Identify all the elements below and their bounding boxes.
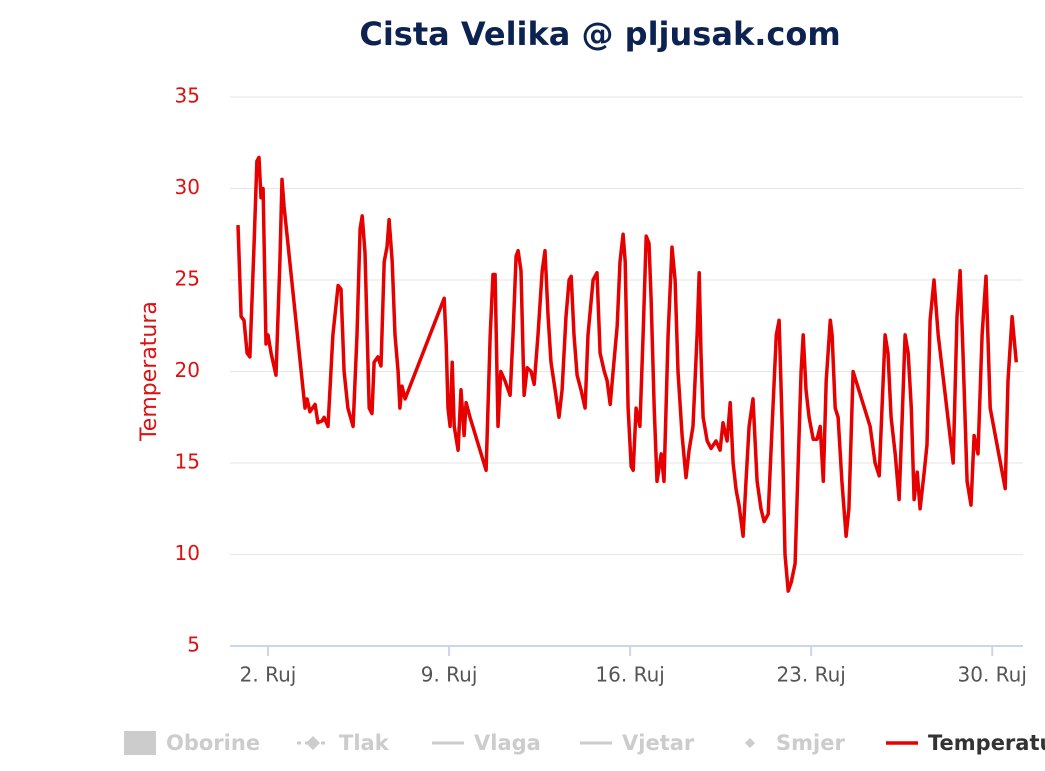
y-tick-label: 15 — [175, 450, 200, 474]
x-tick-label: 2. Ruj — [240, 663, 297, 687]
legend-icon — [124, 731, 156, 755]
y-tick-label: 35 — [175, 84, 200, 108]
temperature-line — [236, 155, 1019, 593]
y-tick-label: 20 — [175, 358, 200, 382]
legend-icon — [745, 738, 755, 748]
legend-label[interactable]: Temperatura — [928, 731, 1045, 755]
legend-label[interactable]: Vjetar — [622, 731, 695, 755]
x-tick-label: 16. Ruj — [595, 663, 664, 687]
y-tick-label: 25 — [175, 267, 200, 291]
legend-icon — [306, 736, 320, 750]
y-tick-label: 30 — [175, 175, 200, 199]
legend-label[interactable]: Smjer — [776, 731, 845, 755]
x-tick-label: 23. Ruj — [776, 663, 845, 687]
chart-title: Cista Velika @ pljusak.com — [359, 15, 840, 53]
y-tick-label: 5 — [187, 633, 200, 657]
x-tick-label: 30. Ruj — [958, 663, 1027, 687]
y-tick-label: 10 — [175, 541, 200, 565]
x-tick-label: 9. Ruj — [421, 663, 478, 687]
legend-label[interactable]: Vlaga — [474, 731, 541, 755]
legend-label[interactable]: Tlak — [339, 731, 390, 755]
y-axis-label: Temperatura — [137, 301, 162, 442]
legend-label[interactable]: Oborine — [166, 731, 260, 755]
